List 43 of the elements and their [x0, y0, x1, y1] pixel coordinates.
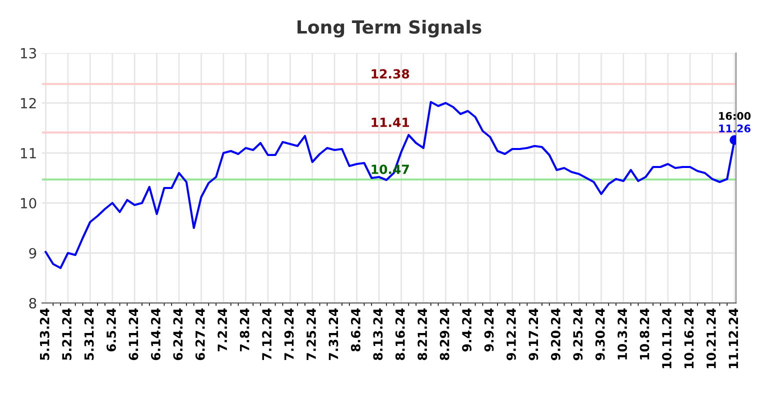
y-tick-label: 9: [29, 248, 36, 258]
x-tick-label: 8.29.24: [440, 308, 450, 360]
x-tick-label: 11.12.24: [728, 308, 738, 368]
x-tick-label: 10.8.24: [640, 308, 650, 360]
x-tick-label: 7.2.24: [218, 308, 227, 352]
x-tick-label: 6.27.24: [195, 308, 205, 360]
x-tick-label: 7.25.24: [306, 308, 316, 360]
ref-line-label: 12.38: [372, 69, 410, 79]
x-tick-label: 9.12.24: [506, 308, 516, 360]
x-tick-label: 6.24.24: [173, 308, 183, 360]
annotation: 11.26: [719, 124, 750, 132]
x-tick-label: 8.6.24: [350, 308, 360, 352]
x-tick-label: 7.12.24: [262, 308, 272, 360]
x-tick-label: 9.25.24: [573, 308, 583, 360]
x-tick-label: 10.21.24: [706, 308, 716, 368]
x-tick-label: 8.16.24: [395, 308, 405, 360]
y-tick-label: 13: [20, 48, 36, 58]
x-tick-label: 7.19.24: [284, 308, 294, 360]
y-tick-label: 10: [20, 198, 36, 208]
y-tick-label: 12: [20, 98, 36, 108]
chart-title: Long Term Signals: [298, 20, 482, 38]
x-tick-label: 6.14.24: [150, 308, 160, 360]
x-tick-label: 6.11.24: [128, 308, 138, 360]
x-tick-label: 9.4.24: [462, 308, 472, 352]
x-tick-label: 6.5.24: [106, 308, 116, 352]
x-tick-label: 9.20.24: [550, 308, 560, 360]
x-tick-label: 9.9.24: [484, 308, 494, 352]
x-tick-label: 10.11.24: [662, 308, 672, 368]
x-tick-label: 8.13.24: [373, 308, 383, 360]
annotation: 16:00: [719, 112, 751, 120]
x-tick-label: 5.13.24: [40, 308, 50, 360]
x-tick-label: 7.8.24: [240, 308, 250, 352]
y-tick-label: 8: [29, 298, 36, 308]
y-tick-label: 11: [20, 148, 36, 158]
x-tick-label: 10.16.24: [684, 308, 694, 368]
x-tick-label: 10.3.24: [618, 308, 628, 360]
x-tick-label: 9.30.24: [595, 308, 605, 360]
x-tick-label: 7.31.24: [328, 308, 338, 360]
x-tick-label: 9.17.24: [528, 308, 538, 360]
x-tick-label: 5.21.24: [62, 308, 72, 360]
ref-line-label: 11.41: [372, 118, 410, 127]
x-tick-label: 8.21.24: [418, 308, 428, 360]
x-tick-label: 5.31.24: [84, 308, 94, 360]
